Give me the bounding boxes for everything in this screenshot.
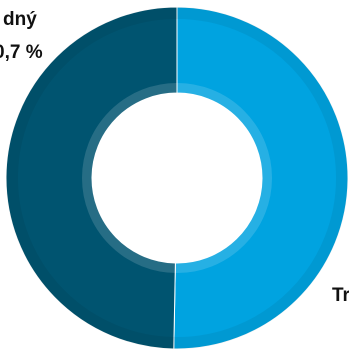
annotation: dný xyxy=(3,9,37,30)
donut-segment xyxy=(173,6,349,349)
annotation: Tr xyxy=(332,285,349,306)
donut-segment xyxy=(5,6,178,349)
outer-rim xyxy=(6,7,348,349)
donut xyxy=(5,6,349,349)
inner-rim xyxy=(82,83,272,273)
annotation: 0,7 % xyxy=(0,42,43,63)
